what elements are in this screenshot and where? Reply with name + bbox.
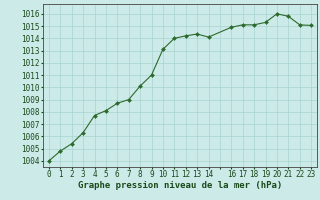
X-axis label: Graphe pression niveau de la mer (hPa): Graphe pression niveau de la mer (hPa) [78,181,282,190]
